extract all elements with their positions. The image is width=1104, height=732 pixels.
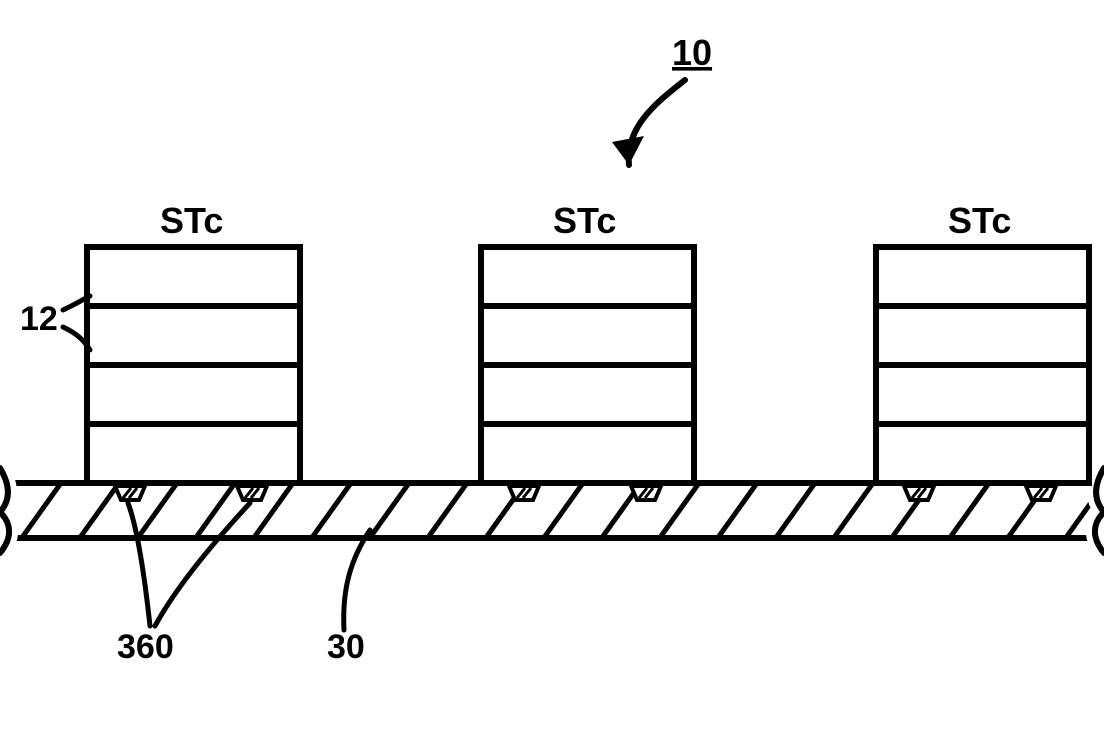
mounting-foot [509,486,539,500]
label-30: 30 [327,628,365,666]
mounting-foot [115,486,145,500]
label-360: 360 [117,628,174,666]
mounting-foot [904,486,934,500]
svg-text:STc: STc [553,200,616,241]
mounting-foot [631,486,661,500]
svg-text:STc: STc [948,200,1011,241]
mounting-foot [1026,486,1056,500]
diagram: STc STc STc 10 12 30 360 [0,0,1104,732]
label-12: 12 [20,300,58,338]
mounting-foot [237,486,267,500]
svg-text:STc: STc [160,200,223,241]
arrow-assembly [629,80,685,165]
label-assembly: 10 [672,32,712,73]
